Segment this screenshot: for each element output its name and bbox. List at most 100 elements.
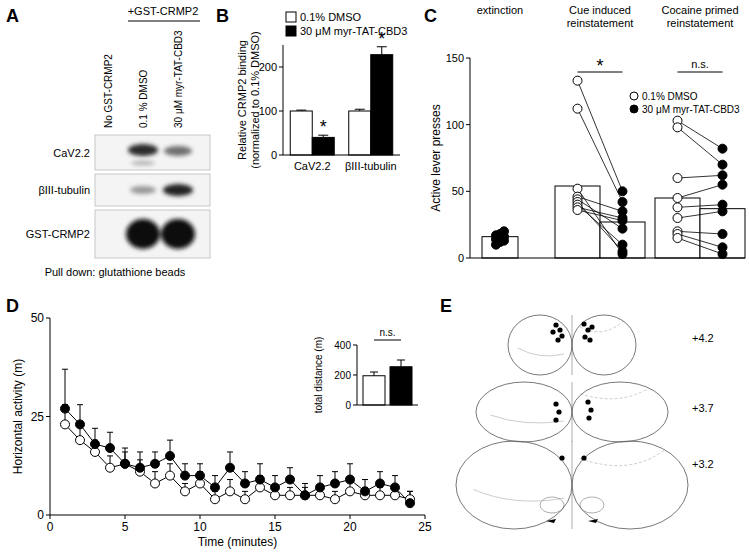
cannula-site — [582, 334, 587, 339]
x-tick-label: 5 — [122, 520, 129, 534]
y-axis-label: Horizontal activity (m) — [11, 359, 25, 474]
atlas-region — [473, 489, 564, 501]
y-tick-label: 150 — [446, 52, 464, 64]
error-bar — [397, 360, 405, 367]
bar — [371, 55, 393, 155]
cannula-site — [588, 407, 593, 412]
section-label: +3.2 — [692, 458, 714, 470]
error-bar — [355, 109, 365, 111]
y-tick — [46, 515, 50, 516]
blot-header: +GST-CRMP2 — [128, 5, 199, 17]
point — [301, 491, 310, 500]
point — [61, 404, 70, 413]
x-tick — [425, 515, 426, 519]
atlas-outline — [572, 315, 636, 375]
legend-swatch — [286, 12, 296, 22]
point — [376, 491, 385, 500]
category-label-line: Cocaine primed — [661, 4, 738, 16]
category-label-line: extinction — [477, 4, 523, 16]
pair-line — [578, 205, 623, 245]
plot-b — [290, 47, 393, 155]
y-tick — [279, 67, 283, 68]
point — [166, 471, 175, 480]
x-axis-label: Time (minutes) — [198, 535, 278, 549]
series-line — [65, 409, 410, 504]
band — [163, 184, 193, 196]
point — [673, 214, 682, 223]
category-label: extinction — [477, 4, 523, 16]
point — [121, 459, 130, 468]
plot-d — [61, 369, 415, 507]
plot-c — [482, 76, 745, 258]
significance: n.s. — [379, 327, 395, 338]
y-tick — [46, 416, 50, 417]
y-tick — [353, 345, 357, 346]
point — [391, 483, 400, 492]
atlas-region — [490, 415, 564, 423]
pair-line — [678, 121, 723, 149]
point — [673, 234, 682, 243]
y-tick-label: 200 — [259, 61, 277, 73]
x-tick-label: 10 — [193, 520, 207, 534]
pair-line — [678, 127, 723, 164]
point — [346, 475, 355, 484]
atlas-midline — [572, 315, 573, 375]
blot-frame — [95, 174, 210, 206]
point — [618, 187, 627, 196]
cannula-site — [559, 333, 564, 338]
atlas-midline — [572, 382, 573, 442]
cannula-site — [559, 455, 564, 460]
significance: * — [320, 117, 327, 137]
legend-marker — [630, 105, 638, 113]
point — [673, 123, 682, 132]
x-tick-label: 15 — [268, 520, 282, 534]
x-tick — [125, 515, 126, 519]
y-tick-label: 50 — [31, 311, 45, 325]
band — [161, 219, 195, 249]
band — [131, 161, 155, 165]
bar — [390, 367, 412, 405]
category-label-line: Cue induced — [569, 4, 631, 16]
point — [361, 487, 370, 496]
bands — [126, 144, 195, 249]
x-tick-label: 25 — [418, 520, 432, 534]
cannula-site — [585, 399, 590, 404]
section-label: +3.7 — [692, 402, 714, 414]
cannula-site — [557, 327, 562, 332]
point — [286, 491, 295, 500]
cannula-site — [589, 324, 594, 329]
legend-marker — [630, 92, 638, 100]
point — [673, 203, 682, 212]
pair-line — [678, 211, 723, 218]
cannula-site — [553, 417, 558, 422]
atlas-region — [580, 388, 649, 399]
y-tick — [279, 111, 283, 112]
pair-line — [678, 175, 723, 178]
point — [301, 491, 310, 500]
panel-letter: E — [440, 296, 452, 316]
point — [91, 440, 100, 449]
y-axis — [283, 45, 284, 155]
cannula-site — [586, 415, 591, 420]
error-bar — [296, 110, 306, 112]
point — [106, 444, 115, 453]
point — [331, 495, 340, 504]
y-tick-label: 0 — [458, 252, 464, 264]
point — [151, 459, 160, 468]
blot-frame — [95, 135, 210, 170]
y-axis-label: (normalized to 0.1% DMSO) — [249, 31, 261, 169]
point — [618, 216, 627, 225]
panel-letter: A — [6, 6, 19, 26]
y-tick-label: 25 — [31, 410, 45, 424]
atlas-outline — [572, 441, 688, 529]
point — [500, 227, 509, 236]
blot-frame — [95, 210, 210, 258]
point — [718, 207, 727, 216]
category-label-line: reinstatement — [567, 17, 634, 29]
y-axis-label: Active lever presses — [429, 104, 443, 211]
atlas-mark — [546, 519, 556, 523]
plot-inset — [363, 360, 412, 405]
atlas-region — [580, 321, 623, 332]
cannula-site — [581, 321, 586, 326]
legend-label: 30 μM myr-TAT-CBD3 — [300, 25, 407, 37]
